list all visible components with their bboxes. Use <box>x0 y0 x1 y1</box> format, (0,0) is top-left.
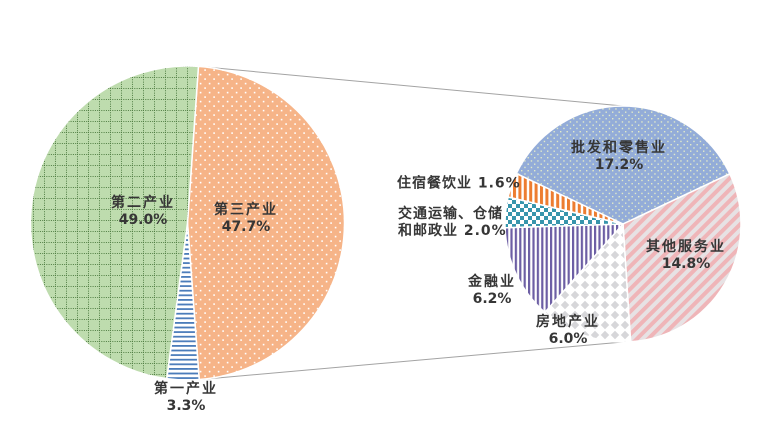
label-transport-storage-post: 交通运输、仓储 和邮政业 2.0% <box>398 206 507 240</box>
other-services-pct: 14.8% <box>661 256 711 272</box>
label-wholesale-retail: 批发和零售业 17.2% <box>571 140 667 174</box>
wholesale-retail-name: 批发和零售业 <box>571 140 667 156</box>
secondary-industry-name: 第二产业 <box>111 195 175 211</box>
primary-industry-name: 第一产业 <box>154 381 218 397</box>
label-hotel-catering: 住宿餐饮业 1.6% <box>397 176 521 193</box>
primary-industry-pct: 3.3% <box>166 398 206 414</box>
wholesale-retail-pct: 17.2% <box>594 157 644 173</box>
label-finance: 金融业 6.2% <box>468 274 516 308</box>
finance-name: 金融业 <box>468 274 516 290</box>
finance-pct: 6.2% <box>472 291 512 307</box>
pie-slice-hotel_catering <box>507 172 624 225</box>
pie-slice-other_services <box>622 173 742 343</box>
pie-slice-finance <box>504 223 624 314</box>
series-connector-lines <box>198 65 624 381</box>
main-pie <box>29 65 346 381</box>
real-estate-name: 房地产业 <box>536 314 600 330</box>
pie-slice-tertiary_industry <box>186 65 346 381</box>
series-line-top <box>198 65 624 107</box>
label-secondary-industry: 第二产业 49.0% <box>111 195 175 229</box>
label-other-services: 其他服务业 14.8% <box>646 239 726 273</box>
real-estate-pct: 6.0% <box>548 331 588 347</box>
secondary-pie <box>504 105 742 343</box>
label-primary-industry: 第一产业 3.3% <box>154 381 218 415</box>
hotel-catering-text: 住宿餐饮业 1.6% <box>397 175 521 192</box>
label-real-estate: 房地产业 6.0% <box>536 314 600 348</box>
other-services-name: 其他服务业 <box>646 239 726 255</box>
secondary-industry-pct: 49.0% <box>118 212 168 228</box>
tertiary-industry-name: 第三产业 <box>214 202 278 218</box>
transport-storage-post-line2: 和邮政业 2.0% <box>398 223 507 239</box>
pie-slice-secondary_industry <box>29 65 200 380</box>
pie-slice-real_estate <box>544 223 632 343</box>
transport-storage-post-line1: 交通运输、仓储 <box>398 206 503 222</box>
series-line-bottom <box>199 341 624 381</box>
label-tertiary-industry: 第三产业 47.7% <box>214 202 278 236</box>
tertiary-industry-pct: 47.7% <box>221 219 271 235</box>
pie-slice-wholesale_retail <box>515 105 731 225</box>
